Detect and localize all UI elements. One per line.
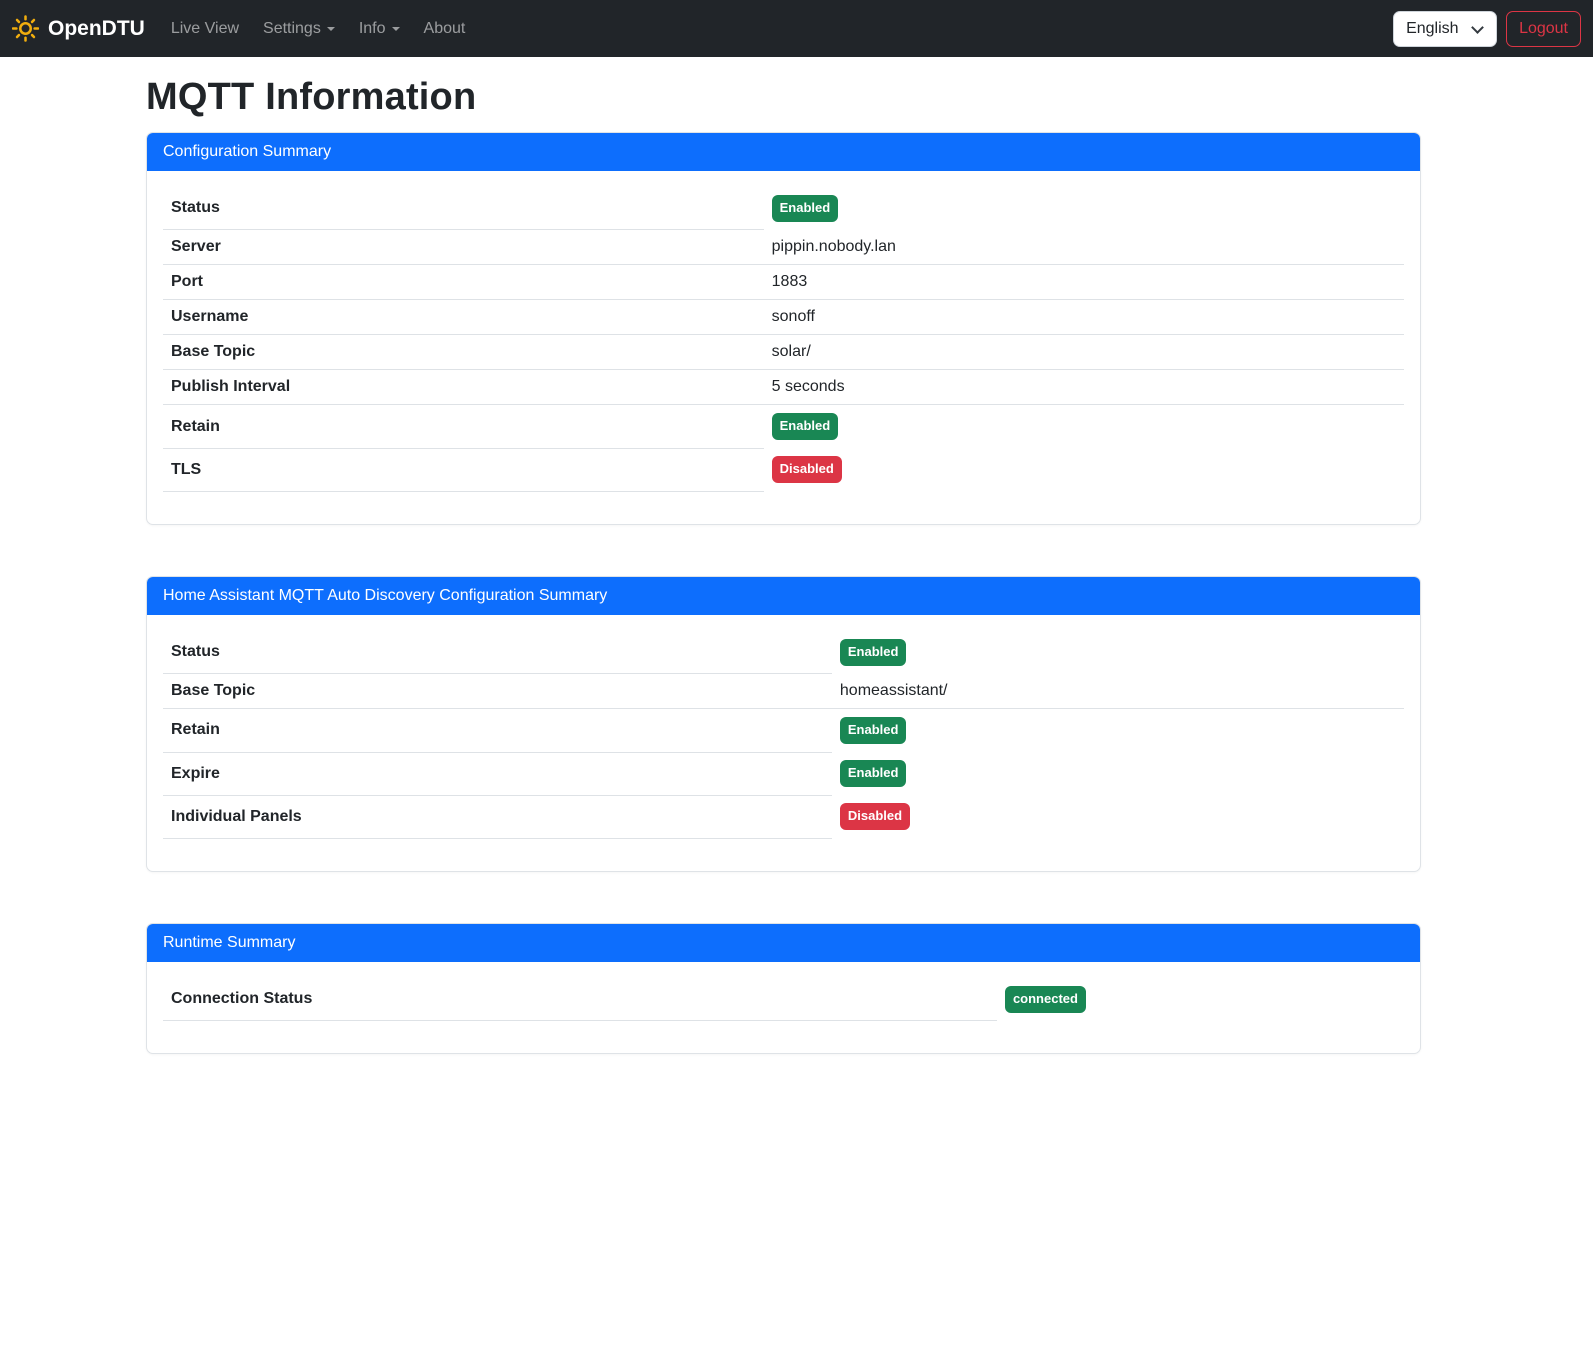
- info-table: Status Enabled Base Topic homeassistant/Ret…: [163, 630, 1404, 839]
- navbar: OpenDTU Live View Settings Info About Engli…: [0, 0, 1593, 57]
- table-row-connection-status: Connection Status connected: [163, 977, 1404, 1021]
- row-label: Individual Panels: [163, 795, 832, 839]
- row-value: solar/: [763, 334, 1404, 371]
- row-value: homeassistant/: [831, 673, 1404, 710]
- card-body: Status Enabled Server pippin.nobody.lan Port…: [147, 171, 1420, 524]
- status-badge: Enabled: [839, 717, 907, 745]
- row-value-cell: Enabled: [832, 709, 1404, 752]
- row-value-cell: Enabled: [832, 752, 1404, 795]
- table-row-expire: Expire Enabled: [163, 752, 1404, 796]
- info-table: Status Enabled Server pippin.nobody.lan Port…: [163, 187, 1404, 492]
- nav-item-live-view[interactable]: Live View: [170, 19, 240, 37]
- card-configuration-summary: Configuration Summary Status Enabled Server…: [146, 132, 1421, 525]
- status-badge: Enabled: [771, 413, 839, 441]
- row-value-cell: Disabled: [832, 795, 1404, 838]
- caret-down-icon: [391, 26, 400, 31]
- table-row-retain: Retain Enabled: [163, 404, 1404, 449]
- status-badge: Disabled: [839, 803, 911, 831]
- table-row-retain: Retain Enabled: [163, 708, 1404, 753]
- row-label: Status: [163, 630, 832, 675]
- card-header: Runtime Summary: [147, 923, 1420, 962]
- row-label: Status: [163, 187, 764, 231]
- table-row-individual-panels: Individual Panels Disabled: [163, 795, 1404, 839]
- table-row-status: Status Enabled: [163, 187, 1404, 231]
- nav-item-about[interactable]: About: [423, 19, 466, 37]
- row-label: Username: [163, 299, 764, 336]
- cards-container: Configuration Summary Status Enabled Server…: [146, 132, 1421, 1054]
- row-label: Base Topic: [163, 334, 764, 371]
- card-home-assistant-mqtt-auto-discovery-configuration-summary: Home Assistant MQTT Auto Discovery Confi…: [146, 575, 1421, 872]
- status-badge: connected: [1004, 985, 1086, 1013]
- sun-icon: [12, 15, 39, 42]
- main-content: MQTT Information Configuration Summary St…: [146, 76, 1421, 1114]
- row-label: Publish Interval: [163, 369, 764, 406]
- table-row-tls: TLS Disabled: [163, 448, 1404, 492]
- status-badge: Enabled: [839, 638, 907, 666]
- row-value-cell: connected: [997, 978, 1404, 1021]
- card-body: Status Enabled Base Topic homeassistant/Ret…: [147, 615, 1420, 871]
- status-badge: Disabled: [771, 456, 842, 484]
- language-select[interactable]: English: [1393, 10, 1498, 47]
- card-header: Home Assistant MQTT Auto Discovery Confi…: [147, 576, 1420, 615]
- row-value-cell: Disabled: [764, 448, 1404, 491]
- table-row-username: Username sonoff: [163, 299, 1404, 336]
- card-body: Connection Status connected: [147, 962, 1420, 1053]
- language-select-wrap: English: [1393, 10, 1498, 47]
- row-label: Port: [163, 264, 764, 301]
- nav-item-info[interactable]: Info: [351, 12, 408, 46]
- row-label: TLS: [163, 448, 764, 492]
- brand-link[interactable]: OpenDTU: [12, 15, 145, 42]
- status-badge: Enabled: [839, 760, 907, 788]
- table-row-base-topic: Base Topic homeassistant/: [163, 673, 1404, 710]
- table-row-server: Server pippin.nobody.lan: [163, 229, 1404, 266]
- row-value: 1883: [763, 264, 1404, 301]
- brand-label: OpenDTU: [48, 16, 145, 40]
- table-row-status: Status Enabled: [163, 630, 1404, 675]
- nav-item-settings[interactable]: Settings: [255, 12, 343, 46]
- row-label: Retain: [163, 708, 832, 753]
- table-row-publish-interval: Publish Interval 5 seconds: [163, 369, 1404, 406]
- page-title: MQTT Information: [146, 76, 477, 118]
- row-value-cell: Enabled: [832, 631, 1404, 674]
- info-table: Connection Status connected: [163, 977, 1404, 1021]
- table-row-base-topic: Base Topic solar/: [163, 334, 1404, 371]
- row-label: Expire: [163, 752, 832, 796]
- row-value-cell: Enabled: [764, 187, 1404, 230]
- table-row-port: Port 1883: [163, 264, 1404, 301]
- row-value: pippin.nobody.lan: [763, 229, 1404, 266]
- row-value-cell: Enabled: [764, 405, 1404, 448]
- logout-button[interactable]: Logout: [1506, 10, 1581, 47]
- row-value: 5 seconds: [763, 369, 1404, 406]
- card-runtime-summary: Runtime Summary Connection Status connecte…: [146, 922, 1421, 1054]
- row-label: Base Topic: [163, 673, 832, 710]
- row-value: sonoff: [763, 299, 1404, 336]
- caret-down-icon: [326, 26, 335, 31]
- card-header: Configuration Summary: [147, 133, 1420, 171]
- nav-links: Live View Settings Info About: [159, 12, 478, 46]
- row-label: Server: [163, 229, 764, 266]
- row-label: Connection Status: [163, 977, 997, 1021]
- row-label: Retain: [163, 404, 764, 449]
- status-badge: Enabled: [771, 195, 839, 222]
